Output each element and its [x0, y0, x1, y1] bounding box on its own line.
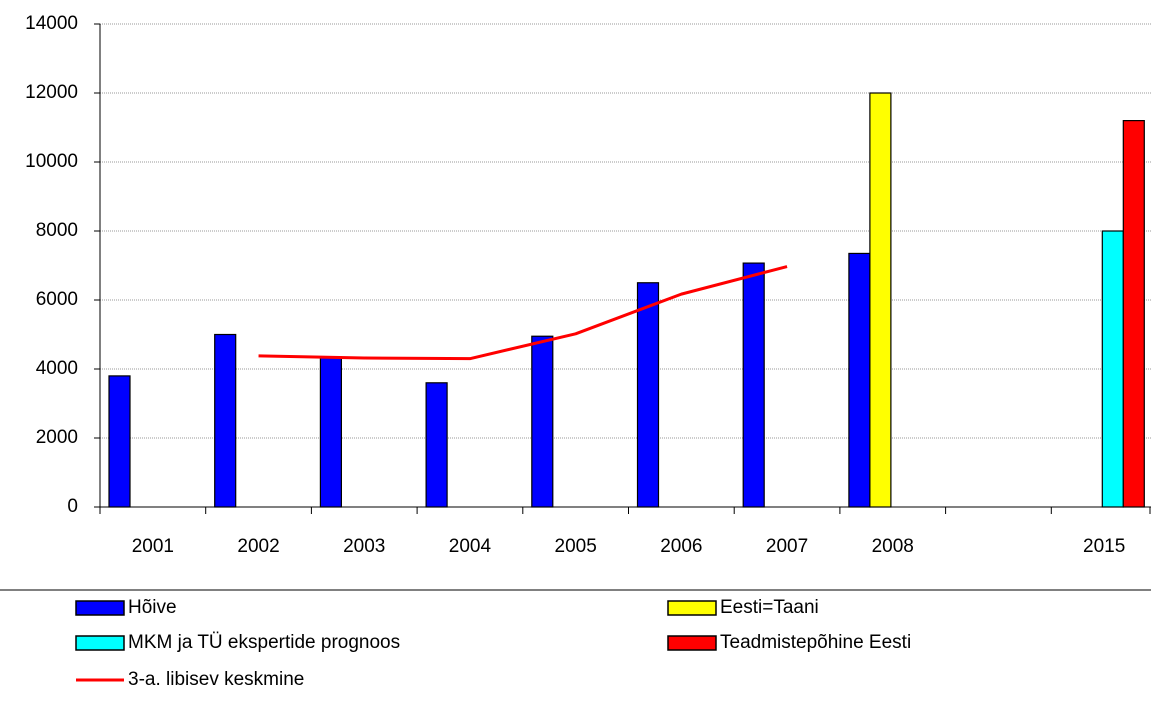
bar [1101, 230, 1124, 508]
y-tick-label: 6000 [36, 289, 78, 310]
legend-label: MKM ja TÜ ekspertide prognoos [128, 632, 400, 653]
bar [108, 375, 131, 508]
legend-label: Hõive [128, 597, 177, 618]
x-tick-label: 2008 [872, 536, 914, 557]
legend-label: 3-a. libisev keskmine [128, 669, 304, 690]
y-tick-label: 14000 [25, 13, 78, 34]
x-tick-label: 2015 [1083, 536, 1125, 557]
x-tick-label: 2004 [449, 536, 492, 557]
bar [531, 335, 554, 508]
y-tick-label: 2000 [36, 427, 78, 448]
y-tick-label: 4000 [36, 358, 78, 379]
line [258, 265, 788, 361]
bar [214, 333, 237, 508]
bar [742, 262, 765, 508]
y-tick-label: 12000 [25, 82, 78, 103]
x-tick-label: 2002 [237, 536, 279, 557]
bar [848, 252, 871, 508]
y-tick-label: 8000 [36, 220, 78, 241]
x-tick-label: 2007 [766, 536, 808, 557]
legend-swatch [75, 600, 125, 616]
x-tick-label: 2003 [343, 536, 385, 557]
y-tick-label: 0 [67, 496, 78, 517]
legend-label: Teadmistepõhine Eesti [720, 632, 911, 653]
bar [1122, 119, 1145, 508]
x-tick-label: 2001 [132, 536, 174, 557]
bar [425, 382, 448, 508]
bar [869, 92, 892, 508]
legend-swatch [667, 600, 717, 616]
legend-label: Eesti=Taani [720, 597, 819, 618]
legend-swatch [75, 635, 125, 651]
bar [319, 356, 342, 508]
bar [636, 282, 660, 508]
y-tick-label: 10000 [25, 151, 78, 172]
legend-swatch [667, 635, 717, 651]
x-tick-label: 2005 [555, 536, 597, 557]
x-tick-label: 2006 [660, 536, 702, 557]
